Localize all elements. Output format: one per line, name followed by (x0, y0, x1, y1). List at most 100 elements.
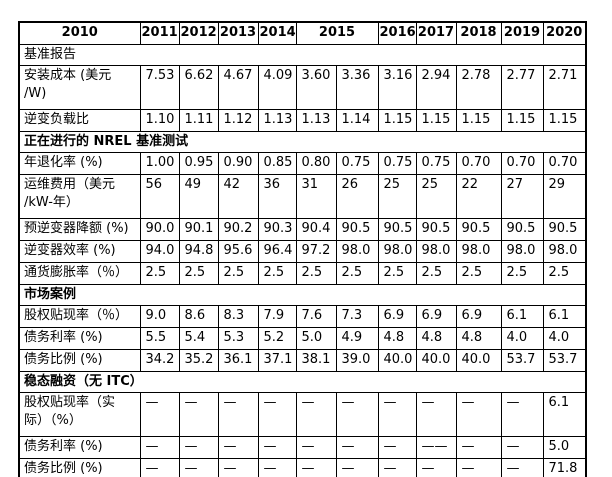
value-cell: — (139, 392, 180, 437)
value-cell: — (295, 436, 337, 459)
row-label-cell: 债务利率 (%) (18, 436, 141, 459)
value-cell: 0.70 (455, 152, 502, 175)
value-cell: 42 (217, 174, 259, 219)
value-cell: — (335, 436, 379, 459)
value-cell: — (455, 436, 502, 459)
benchmark-table-container: 2010 2011 2012 2013 2014 2015 2016 2017 2018 2019… (18, 21, 587, 477)
section-header-cell: 正在进行的 NREL 基准测试 (18, 131, 587, 153)
section-header-cell: 市场案例 (18, 284, 587, 306)
value-cell: 8.6 (178, 305, 219, 328)
value-cell: 90.1 (178, 218, 219, 241)
year-header-cell: 2011 (139, 21, 180, 45)
value-cell: 56 (139, 174, 180, 219)
value-cell: — (500, 392, 544, 437)
value-cell: 2.5 (257, 262, 297, 285)
value-cell: 4.8 (377, 327, 417, 350)
value-cell: 0.70 (500, 152, 544, 175)
value-cell: 0.75 (335, 152, 379, 175)
row-label-cell: 预逆变器降额 (%) (18, 218, 141, 241)
value-cell: 90.5 (455, 218, 502, 241)
section-row: 稳态融资（无 ITC） (18, 371, 587, 393)
value-cell: 0.85 (257, 152, 297, 175)
value-cell: 4.9 (335, 327, 379, 350)
value-cell: 6.1 (542, 305, 587, 328)
value-cell: 5.5 (139, 327, 180, 350)
table-row: 逆变负载比 1.10 1.11 1.12 1.13 1.13 1.14 1.15 1.15 1.1… (18, 109, 587, 132)
value-cell: 2.94 (415, 65, 457, 110)
value-cell: 4.8 (415, 327, 457, 350)
row-label-cell: 逆变器效率 (%) (18, 240, 141, 263)
section-header-cell: 基准报告 (18, 44, 587, 66)
value-cell: — (335, 392, 379, 437)
value-cell: — (415, 392, 457, 437)
row-label-cell: 债务利率 (%) (18, 327, 141, 350)
value-cell: 27 (500, 174, 544, 219)
value-cell: 2.5 (377, 262, 417, 285)
value-cell: — (217, 458, 259, 477)
value-cell: 71.8 (542, 458, 587, 477)
value-cell: — (257, 392, 297, 437)
value-cell: 94.8 (178, 240, 219, 263)
value-cell: 7.6 (295, 305, 337, 328)
value-cell: 37.1 (257, 349, 297, 372)
value-cell: — (178, 458, 219, 477)
value-cell: 90.4 (295, 218, 337, 241)
row-label-cell: 债务比例 (%) (18, 349, 141, 372)
section-header-cell: 稳态融资（无 ITC） (18, 371, 587, 393)
value-cell: 2.5 (335, 262, 379, 285)
value-cell: 1.13 (295, 109, 337, 132)
value-cell: 2.5 (542, 262, 587, 285)
value-cell: 34.2 (139, 349, 180, 372)
table-row: 债务比例 (%) 34.2 35.2 36.1 37.1 38.1 39.0 40.0 40.0… (18, 349, 587, 372)
value-cell: 2.77 (500, 65, 544, 110)
value-cell: 90.5 (542, 218, 587, 241)
value-cell: 6.1 (542, 392, 587, 437)
value-cell: 90.5 (377, 218, 417, 241)
value-cell: 6.9 (377, 305, 417, 328)
value-cell: 4.0 (500, 327, 544, 350)
value-cell: 1.12 (217, 109, 259, 132)
value-cell: 0.75 (377, 152, 417, 175)
value-cell: 98.0 (500, 240, 544, 263)
value-cell: 90.0 (139, 218, 180, 241)
value-cell: 5.2 (257, 327, 297, 350)
year-header-cell: 2016 (377, 21, 417, 45)
row-label-cell: 股权贴现率（实 际）（%） (18, 392, 141, 437)
value-cell: 25 (377, 174, 417, 219)
value-cell: 9.0 (139, 305, 180, 328)
benchmark-table: 2010 2011 2012 2013 2014 2015 2016 2017 2018 2019… (18, 21, 587, 477)
value-cell: — (295, 392, 337, 437)
value-cell: 6.1 (500, 305, 544, 328)
value-cell: — (139, 458, 180, 477)
value-cell: 22 (455, 174, 502, 219)
value-cell: —— (415, 436, 457, 459)
value-cell: 5.3 (217, 327, 259, 350)
value-cell: 1.15 (415, 109, 457, 132)
year-header-cell: 2013 (217, 21, 259, 45)
value-cell: — (295, 458, 337, 477)
year-header-cell: 2012 (178, 21, 219, 45)
table-row: 债务比例 (%) — — — — — — — — — —71.8 (18, 458, 587, 477)
value-cell: 36.1 (217, 349, 259, 372)
value-cell: 36 (257, 174, 297, 219)
year-header-cell: 2019 (500, 21, 544, 45)
year-header-cell: 2015 (295, 21, 379, 45)
table-body: 基准报告 安装成本 (美元 /W) 7.53 6.62 4.67 4.09 3.60 3.36… (18, 44, 587, 477)
value-cell: 98.0 (455, 240, 502, 263)
value-cell: 90.5 (500, 218, 544, 241)
value-cell: 26 (335, 174, 379, 219)
value-cell: 1.10 (139, 109, 180, 132)
value-cell: 40.0 (455, 349, 502, 372)
value-cell: — (415, 458, 457, 477)
value-cell: 2.5 (415, 262, 457, 285)
year-header-row: 2010 2011 2012 2013 2014 2015 2016 2017 2018 2019… (18, 21, 587, 45)
value-cell: 2.5 (217, 262, 259, 285)
value-cell: 2.78 (455, 65, 502, 110)
value-cell: 5.4 (178, 327, 219, 350)
value-cell: 0.95 (178, 152, 219, 175)
value-cell: 1.15 (500, 109, 544, 132)
year-header-cell: 2017 (415, 21, 457, 45)
table-row: 逆变器效率 (%) 94.0 94.8 95.6 96.4 97.2 98.0 98.0 98.… (18, 240, 587, 263)
row-label-cell: 安装成本 (美元 /W) (18, 65, 141, 110)
value-cell: 6.9 (415, 305, 457, 328)
